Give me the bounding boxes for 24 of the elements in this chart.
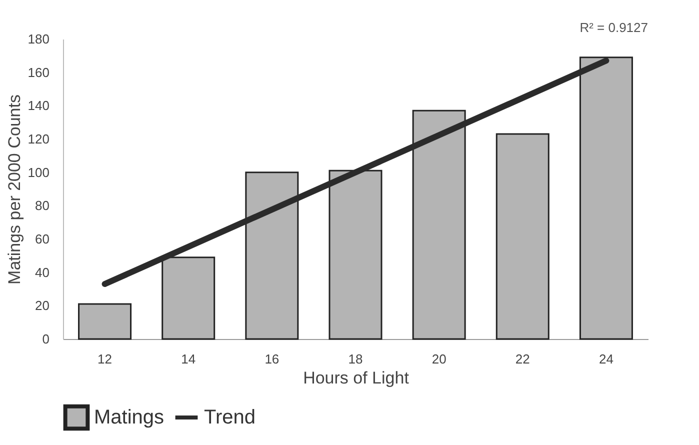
bar bbox=[78, 303, 132, 340]
y-tick-label: 80 bbox=[35, 198, 50, 214]
x-tick-label: 14 bbox=[181, 352, 196, 366]
legend-label: Matings bbox=[94, 406, 164, 428]
x-tick-label: 24 bbox=[598, 352, 614, 366]
y-axis-title: Matings per 2000 Counts bbox=[4, 94, 24, 284]
y-tick-label: 100 bbox=[28, 164, 50, 180]
y-tick-label: 60 bbox=[35, 232, 50, 246]
x-tick-label: 18 bbox=[348, 352, 363, 366]
y-tick-label: 40 bbox=[35, 264, 50, 280]
bar bbox=[496, 133, 550, 340]
x-tick-label: 16 bbox=[264, 352, 280, 366]
y-tick-label: 20 bbox=[35, 298, 50, 314]
x-tick-label: 22 bbox=[515, 352, 530, 366]
y-tick-label: 160 bbox=[28, 64, 50, 80]
legend-label: Trend bbox=[204, 406, 256, 428]
y-tick-label: 180 bbox=[28, 32, 50, 46]
x-tick-label: 12 bbox=[98, 352, 112, 366]
y-tick-label: 120 bbox=[28, 132, 50, 146]
x-axis-title: Hours of Light bbox=[303, 368, 410, 388]
y-tick-label: 140 bbox=[28, 98, 50, 114]
text: R² = 0.9127 bbox=[580, 20, 648, 35]
y-tick-label: 0 bbox=[42, 332, 50, 346]
x-tick-label: 20 bbox=[432, 352, 446, 366]
